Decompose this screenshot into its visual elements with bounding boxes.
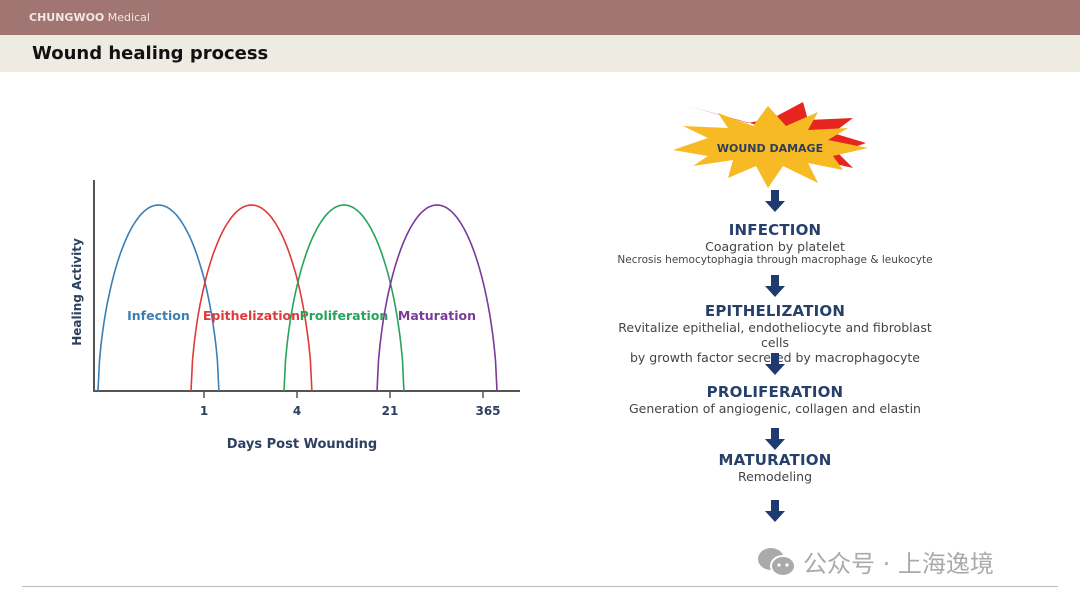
step-text: Generation of angiogenic, collagen and e… [629,401,921,416]
curve-epithelization [190,204,313,392]
step-title: MATURATION [718,451,832,469]
watermark: 公众号 · 上海逸境 [757,544,994,579]
watermark-text: 公众号 · 上海逸境 [803,550,994,578]
step-text: Revitalize epithelial, endotheliocyte an… [618,320,932,350]
burst-yellow-shape [673,106,868,188]
series-label-maturation: Maturation [398,308,476,323]
step-title: EPITHELIZATION [704,302,846,320]
down-arrow-icon [765,500,785,522]
brand-name: CHUNGWOO [29,11,105,24]
step-text: Coagration by platelet [705,239,845,254]
step-infection: INFECTION Coagration by platelet Necrosi… [610,221,940,267]
step-text: Remodeling [737,469,813,484]
step-title: PROLIFERATION [706,383,844,401]
y-axis-label: Healing Activity [70,238,84,346]
brand-suffix: Medical [107,11,150,24]
x-tick-label: 21 [382,404,399,418]
wechat-icon [758,547,796,577]
wound-damage-label: WOUND DAMAGE [717,142,823,155]
series-label-infection: Infection [127,308,190,323]
title-bar: Wound healing process [0,35,1080,72]
down-arrow-icon [765,275,785,297]
series-label-epithelization: Epithelization [203,308,300,323]
top-bar: CHUNGWOO Medical [0,0,1080,35]
footer-divider [22,586,1058,587]
healing-chart: Infection Epithelization Proliferation Matu… [70,180,520,452]
down-arrow-icon [765,353,785,375]
x-axis-label: Days Post Wounding [227,437,377,452]
page-title: Wound healing process [32,43,269,64]
down-arrow-icon [765,428,785,450]
down-arrow-icon [765,190,785,212]
x-tick-label: 365 [475,404,500,418]
x-tick-label: 1 [200,404,208,418]
curve-maturation [376,204,498,392]
step-title: INFECTION [728,221,822,239]
step-proliferation: PROLIFERATION Generation of angiogenic, … [610,383,940,416]
step-text: Necrosis hemocytophagia through macropha… [617,254,933,266]
x-tick-label: 4 [293,404,301,418]
step-maturation: MATURATION Remodeling [610,451,940,484]
wound-damage-burst: WOUND DAMAGE [673,102,868,188]
curve-proliferation [283,204,405,392]
curve-infection [97,204,220,392]
series-label-proliferation: Proliferation [300,308,389,323]
brand: CHUNGWOO Medical [29,11,150,24]
